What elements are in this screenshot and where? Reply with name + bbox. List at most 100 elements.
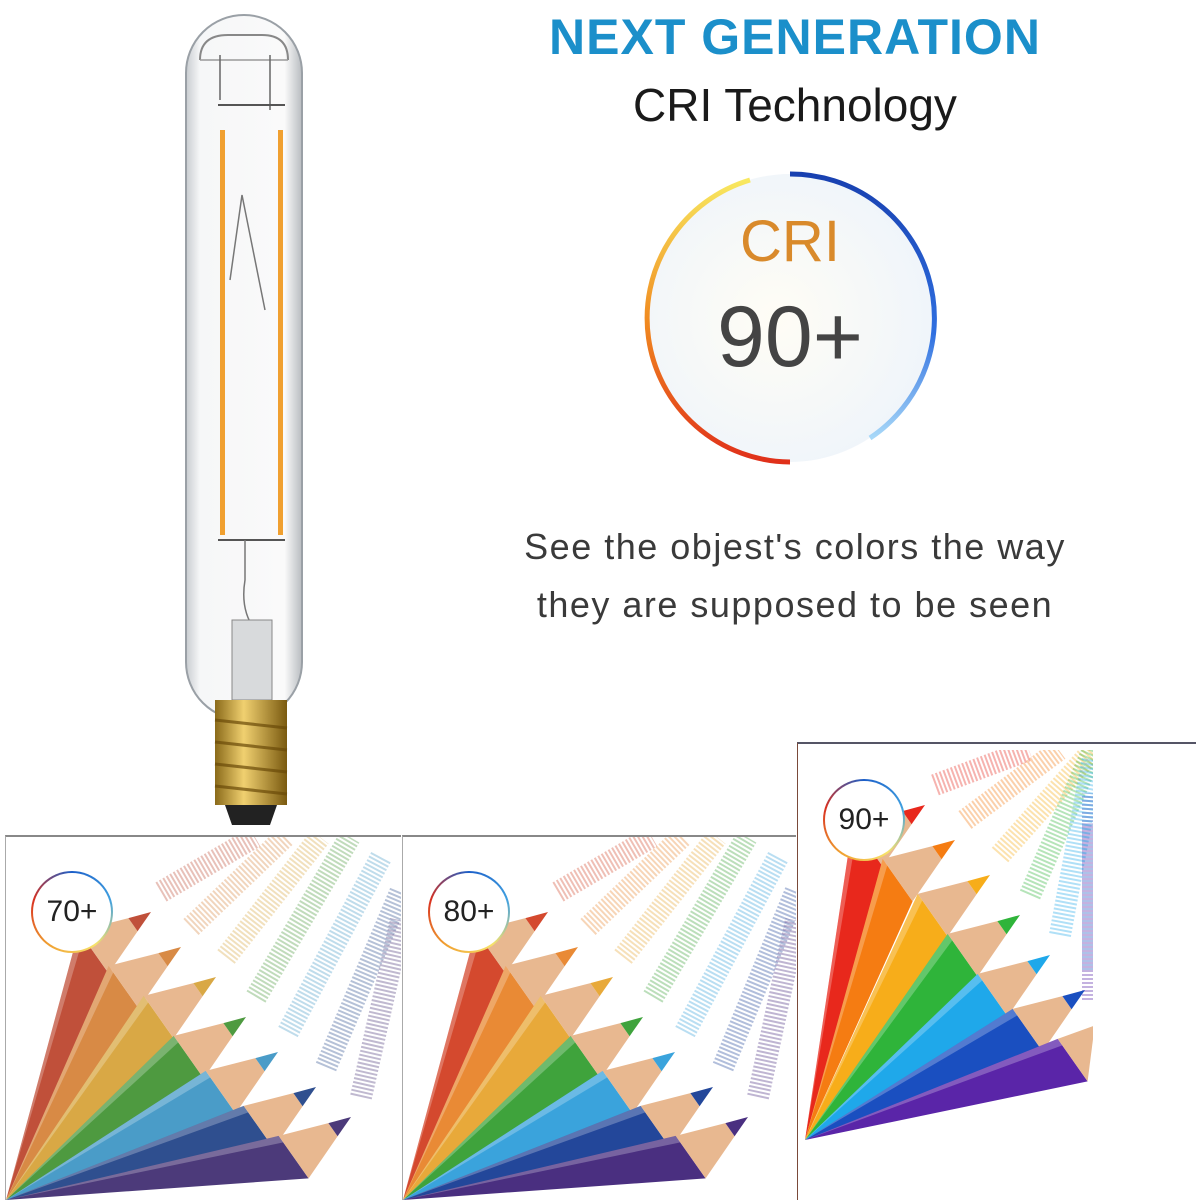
pencil-lead bbox=[967, 875, 990, 895]
pencil-wood bbox=[540, 983, 600, 1039]
pencil-body bbox=[6, 1135, 309, 1200]
comparison-panel-70: 70+ bbox=[5, 835, 401, 1200]
caption-line-2: they are supposed to be seen bbox=[536, 584, 1054, 625]
pencil-body bbox=[805, 933, 978, 1140]
subheadline: CRI Technology bbox=[633, 79, 957, 131]
pencil-wood bbox=[882, 846, 942, 902]
pencil-body bbox=[805, 893, 948, 1140]
pencils-image bbox=[805, 750, 1093, 1140]
rating-badge: 70+ bbox=[31, 871, 113, 953]
pencil-body bbox=[6, 930, 109, 1200]
color-scribble bbox=[931, 750, 1033, 796]
color-scribble bbox=[183, 837, 293, 935]
pencil-body bbox=[6, 965, 139, 1200]
pencil-wood bbox=[917, 881, 977, 937]
color-scribble bbox=[217, 837, 329, 964]
pencil-highlight bbox=[805, 1038, 1063, 1140]
pencil-body bbox=[805, 1008, 1043, 1140]
pencil-highlight bbox=[6, 995, 149, 1200]
pencil-highlight bbox=[403, 930, 481, 1200]
led-tube-bulb-image bbox=[185, 14, 303, 825]
pencil-body bbox=[403, 965, 536, 1200]
pencil-highlight bbox=[403, 1105, 646, 1200]
pencil-highlight bbox=[6, 965, 114, 1200]
pencil-body bbox=[403, 1105, 671, 1200]
pencil-wood bbox=[570, 1023, 630, 1079]
pencil-wood bbox=[143, 983, 203, 1039]
pencil-lead bbox=[1062, 990, 1085, 1010]
pencil-highlight bbox=[6, 930, 84, 1200]
pencil-highlight bbox=[6, 1035, 179, 1200]
pencils-image bbox=[403, 837, 796, 1200]
pencil-lead bbox=[932, 840, 955, 860]
pencil-lead bbox=[902, 805, 925, 825]
pencil-wood bbox=[602, 1058, 662, 1114]
pencil-highlight bbox=[805, 893, 923, 1140]
pencil-highlight bbox=[6, 1135, 284, 1200]
pencil-wood bbox=[947, 921, 1007, 977]
headline: NEXT GENERATION bbox=[549, 9, 1041, 65]
pencil-lead bbox=[293, 1087, 316, 1107]
pencil-body bbox=[805, 823, 883, 1140]
color-scribble bbox=[1049, 756, 1093, 938]
pencil-body bbox=[403, 930, 506, 1200]
pencil-highlight bbox=[805, 858, 888, 1140]
caption-line-1: See the objest's colors the way bbox=[524, 526, 1066, 567]
pencil-body bbox=[403, 1035, 601, 1200]
pencil-wood bbox=[640, 1093, 700, 1149]
pencil-wood bbox=[243, 1093, 303, 1149]
pencil-lead bbox=[725, 1117, 748, 1137]
comparison-panel-90: 90+ bbox=[805, 750, 1093, 1140]
pencil-lead bbox=[158, 947, 181, 967]
color-scribble bbox=[246, 837, 360, 1003]
badge-label: CRI bbox=[740, 209, 840, 274]
color-scribble bbox=[643, 837, 757, 1003]
pencil-wood bbox=[977, 961, 1037, 1017]
pencil-lead bbox=[128, 912, 151, 932]
pencil-body bbox=[805, 858, 913, 1140]
color-scribble bbox=[580, 837, 690, 935]
pencil-lead bbox=[590, 977, 613, 997]
pencil-highlight bbox=[403, 965, 511, 1200]
cri-rainbow-ring-icon bbox=[644, 171, 937, 465]
pencil-lead bbox=[690, 1087, 713, 1107]
pencil-highlight bbox=[403, 1035, 576, 1200]
pencil-lead bbox=[255, 1052, 278, 1072]
pencil-body bbox=[805, 1038, 1088, 1140]
pencil-body bbox=[6, 1105, 274, 1200]
rating-badge: 80+ bbox=[428, 871, 510, 953]
pencil-lead bbox=[328, 1117, 351, 1137]
rating-badge: 90+ bbox=[823, 779, 905, 861]
pencil-highlight bbox=[805, 933, 953, 1140]
comparison-panel-80: 80+ bbox=[402, 835, 796, 1200]
color-scribble bbox=[747, 918, 796, 1100]
pencil-wood bbox=[675, 1123, 735, 1179]
pencil-wood bbox=[108, 953, 168, 1009]
pencil-highlight bbox=[403, 1070, 608, 1200]
pencil-highlight bbox=[403, 995, 546, 1200]
pencil-lead bbox=[1027, 955, 1050, 975]
pencil-body bbox=[6, 1070, 236, 1200]
pencil-highlight bbox=[805, 823, 858, 1140]
pencil-wood bbox=[505, 953, 565, 1009]
pencil-wood bbox=[173, 1023, 233, 1079]
pencil-wood bbox=[1057, 1026, 1093, 1082]
pencil-wood bbox=[278, 1123, 338, 1179]
pencil-lead bbox=[620, 1017, 643, 1037]
pencil-body bbox=[6, 995, 174, 1200]
pencils-image bbox=[6, 837, 401, 1200]
pencil-highlight bbox=[805, 973, 983, 1140]
pencil-highlight bbox=[403, 1135, 681, 1200]
color-scribble bbox=[991, 750, 1093, 863]
pencil-lead bbox=[997, 915, 1020, 935]
pencil-lead bbox=[525, 912, 548, 932]
pencil-highlight bbox=[805, 1008, 1018, 1140]
pencil-lead bbox=[652, 1052, 675, 1072]
pencil-body bbox=[805, 973, 1008, 1140]
pencil-wood bbox=[205, 1058, 265, 1114]
color-scribble bbox=[614, 837, 726, 964]
pencil-lead bbox=[193, 977, 216, 997]
pencil-body bbox=[403, 1070, 633, 1200]
pencil-lead bbox=[555, 947, 578, 967]
pencil-body bbox=[403, 995, 571, 1200]
